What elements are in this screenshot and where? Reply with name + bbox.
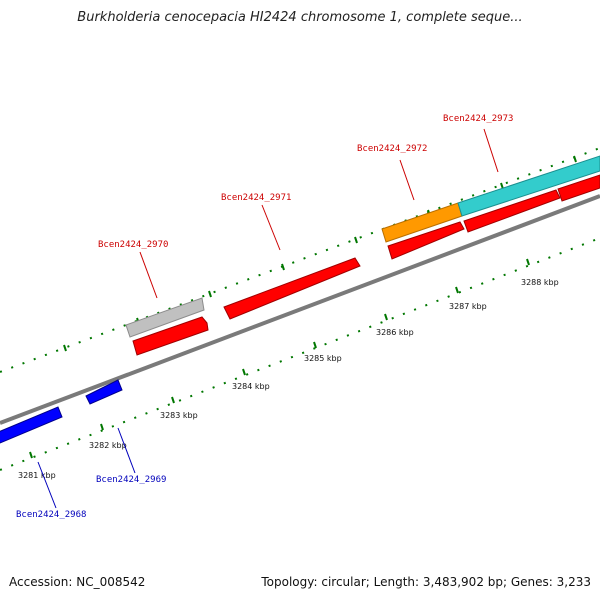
gene-label-bcen2424-2970[interactable]: Bcen2424_2970 [98,240,168,250]
upper-tick-track [0,147,600,373]
gene-feature-bcen2424-2969[interactable] [85,379,123,405]
kbp-label: 3281 kbp [18,471,56,480]
page-title: Burkholderia cenocepacia HI2424 chromoso… [77,10,523,25]
leader-line [37,461,57,509]
leader-line [117,427,136,474]
kbp-label: 3282 kbp [89,441,127,450]
gene-feature-cds[interactable] [463,189,561,233]
chromosome-backbone [0,194,600,425]
gene-feature-bcen2424-2973[interactable] [457,155,600,217]
kbp-label: 3285 kbp [304,354,342,363]
gene-feature-bcen2424-2971[interactable] [223,257,361,320]
major-tick [573,155,577,163]
major-tick [100,423,104,431]
kbp-label: 3288 kbp [521,278,559,287]
leader-line [483,128,499,173]
major-tick [281,263,285,271]
lower-major-ticks [29,258,530,459]
kbp-label: 3284 kbp [232,382,270,391]
gene-label-bcen2424-2968[interactable]: Bcen2424_2968 [16,510,86,520]
major-tick [384,313,388,321]
gene-feature-bcen2424-2968[interactable] [0,406,63,444]
gene-label-bcen2424-2973[interactable]: Bcen2424_2973 [443,114,513,124]
sequence-summary: Topology: circular; Length: 3,483,902 bp… [261,575,591,589]
major-tick [29,451,33,459]
major-tick [354,236,358,244]
gene-label-bcen2424-2971[interactable]: Bcen2424_2971 [221,193,291,203]
kbp-label: 3283 kbp [160,411,198,420]
gene-feature-rna[interactable] [125,297,205,338]
leader-line [139,251,158,299]
reverse-genes [0,379,123,444]
gene-label-bcen2424-2969[interactable]: Bcen2424_2969 [96,475,166,485]
gene-feature-cds[interactable] [557,174,600,202]
gene-feature-cds[interactable] [387,221,465,260]
major-tick [171,396,175,404]
major-tick [313,341,317,349]
major-tick [63,344,67,352]
gene-label-bcen2424-2972[interactable]: Bcen2424_2972 [357,144,427,154]
kbp-label: 3286 kbp [376,328,414,337]
leader-line [399,159,415,201]
kbp-label: 3287 kbp [449,302,487,311]
kbp-tick-labels: 3281 kbp 3282 kbp 3283 kbp 3284 kbp 3285… [18,278,559,480]
forward-genes [125,155,600,356]
gene-labels: Bcen2424_2968 Bcen2424_2969 Bcen2424_297… [16,114,513,520]
label-leaders [37,128,499,509]
gene-feature-bcen2424-2970[interactable] [132,316,209,356]
leader-line [261,204,281,251]
accession-text: Accession: NC_008542 [9,575,146,589]
major-tick [242,368,246,376]
major-tick [455,286,459,294]
lower-tick-track [0,237,600,471]
major-tick [526,258,530,266]
major-tick [208,290,212,298]
